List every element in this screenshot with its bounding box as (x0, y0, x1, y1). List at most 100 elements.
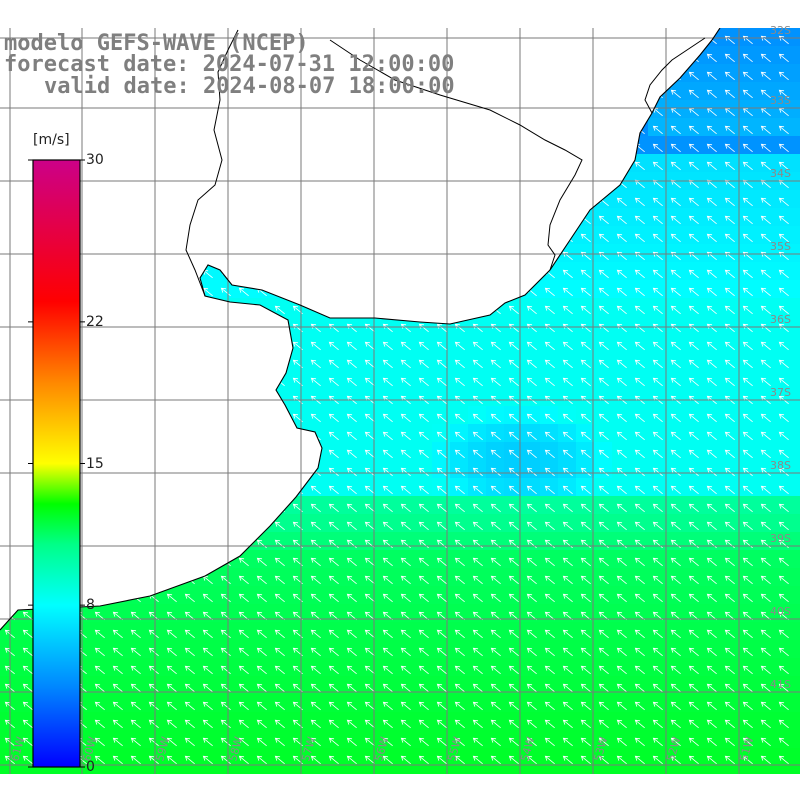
wind-cell (324, 766, 342, 774)
wind-cell (792, 82, 800, 100)
wind-arrow (652, 161, 663, 171)
wind-arrow (724, 251, 735, 261)
wind-cell (252, 766, 270, 774)
wind-arrow (706, 53, 717, 63)
wind-cell (792, 478, 800, 496)
wind-arrow (760, 125, 771, 135)
wind-cell (738, 766, 756, 774)
wind-cell (288, 766, 306, 774)
wind-arrow (598, 269, 609, 279)
wind-arrow (724, 53, 735, 63)
wind-arrow (688, 143, 699, 153)
wind-arrow (706, 233, 717, 243)
wind-cell (792, 100, 800, 118)
wind-cell (792, 64, 800, 82)
wind-arrow (706, 125, 717, 135)
wind-cell (792, 730, 800, 748)
wind-cell (342, 766, 360, 774)
lat-label: 39S (770, 532, 791, 545)
wind-cell (792, 442, 800, 460)
wind-arrow (652, 269, 663, 279)
wind-arrow (688, 125, 699, 135)
wind-arrow (706, 197, 717, 207)
wind-arrow (724, 71, 735, 81)
wind-arrow (778, 35, 789, 45)
wind-arrow (760, 143, 771, 153)
wind-arrow (706, 251, 717, 261)
wind-arrow (562, 251, 573, 261)
wind-cell (792, 676, 800, 694)
colorbar-unit: [m/s] (33, 132, 70, 148)
wind-arrow (616, 269, 627, 279)
lat-label: 38S (770, 459, 791, 472)
wind-arrow (778, 53, 789, 63)
wind-cell (234, 766, 252, 774)
wind-cell (792, 370, 800, 388)
colorbar-tick-label: 30 (86, 152, 104, 168)
lat-label: 35S (770, 240, 791, 253)
wind-arrow (760, 215, 771, 225)
wind-cell (792, 766, 800, 774)
wind-cell (396, 766, 414, 774)
wind-arrow (616, 251, 627, 261)
wind-arrow (616, 215, 627, 225)
wind-arrow (598, 233, 609, 243)
wind-cell (792, 388, 800, 406)
lat-label: 32S (770, 24, 791, 37)
wind-arrow (634, 197, 645, 207)
wind-arrow (724, 161, 735, 171)
wind-arrow (778, 71, 789, 81)
wind-cell (162, 766, 180, 774)
wind-cell (792, 748, 800, 766)
wind-arrow (634, 269, 645, 279)
wind-cell (792, 118, 800, 136)
wind-arrow (688, 233, 699, 243)
wind-arrow (598, 215, 609, 225)
wind-cell (792, 208, 800, 226)
wind-arrow (760, 233, 771, 243)
wind-cell (216, 766, 234, 774)
wind-cell (702, 766, 720, 774)
wind-cell (792, 712, 800, 730)
wind-arrow (778, 251, 789, 261)
wind-cell (468, 766, 486, 774)
wind-arrow (778, 233, 789, 243)
wind-arrow (778, 215, 789, 225)
wind-arrow (760, 35, 771, 45)
wind-arrow (760, 197, 771, 207)
wind-arrow (724, 197, 735, 207)
wind-cell (486, 766, 504, 774)
wind-arrow (742, 251, 753, 261)
wind-arrow (742, 125, 753, 135)
wind-cell (720, 766, 738, 774)
wind-arrow (742, 233, 753, 243)
wind-arrow (688, 251, 699, 261)
wind-cell (144, 766, 162, 774)
wind-cell (792, 532, 800, 550)
wind-cell (0, 766, 18, 774)
wind-arrow (760, 53, 771, 63)
wind-cell (684, 766, 702, 774)
wind-cell (792, 406, 800, 424)
wind-arrow (652, 125, 663, 135)
wind-arrow (742, 35, 753, 45)
wind-arrow (742, 215, 753, 225)
wind-cell (792, 280, 800, 298)
wind-arrow (580, 251, 591, 261)
wind-arrow (634, 251, 645, 261)
wind-cell (360, 766, 378, 774)
lat-label: 40S (770, 605, 791, 618)
wind-arrow (724, 215, 735, 225)
wind-arrow (652, 251, 663, 261)
wind-arrow (706, 71, 717, 81)
wind-arrow (706, 143, 717, 153)
wind-arrow (760, 161, 771, 171)
wind-arrow (724, 89, 735, 99)
wind-arrow (742, 53, 753, 63)
wind-cell (792, 46, 800, 64)
wind-cell (378, 766, 396, 774)
wind-cell (558, 766, 576, 774)
wind-cell (198, 766, 216, 774)
wind-arrow (778, 161, 789, 171)
wind-arrow (598, 251, 609, 261)
